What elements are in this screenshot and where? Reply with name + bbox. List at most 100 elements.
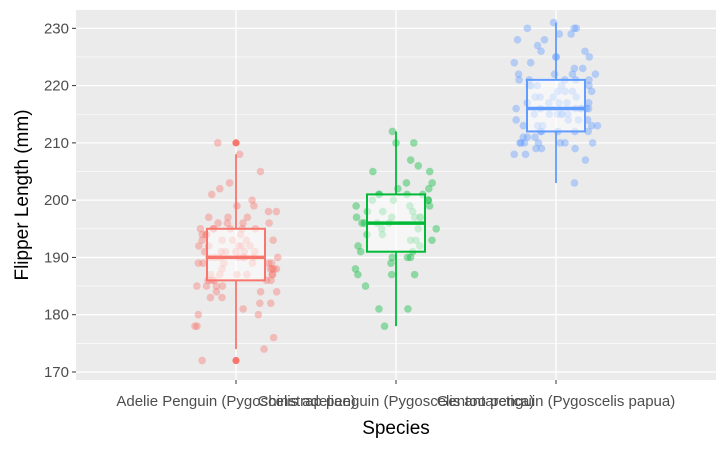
data-point [218,293,226,302]
data-point [410,139,418,147]
data-point [264,259,273,267]
data-point [519,133,528,141]
data-point [356,247,365,256]
x-axis-title: Species [362,418,430,439]
y-tick-label: 220 [44,78,69,95]
data-point [572,24,581,33]
data-point [513,35,522,44]
y-axis-title: Flipper Length (mm) [12,109,33,280]
data-point [196,224,205,233]
data-point [404,305,412,313]
data-point [272,207,281,216]
data-point [533,41,542,50]
data-point [556,139,565,147]
y-tick-label: 190 [44,249,69,266]
data-point [199,259,207,267]
data-point [414,161,423,170]
data-point [193,282,201,290]
data-point [198,230,206,239]
data-point [198,236,206,245]
data-point [233,202,241,210]
data-point [380,322,389,330]
data-point [561,139,569,147]
data-point [212,287,221,296]
data-point [587,87,596,96]
data-point [520,139,529,147]
data-point [428,179,437,187]
data-point [402,179,411,187]
data-point [235,150,244,159]
data-point [510,150,519,159]
data-point [425,202,434,210]
data-point [570,179,579,187]
data-point [193,322,201,330]
data-point [424,196,432,204]
data-point [248,196,256,204]
outlier-point [232,139,240,147]
data-point [588,139,597,147]
data-point [403,253,412,262]
data-point [216,184,224,193]
data-point [194,310,203,319]
data-point [264,207,273,216]
data-point [515,76,523,84]
data-point [266,299,275,308]
data-point [239,305,247,313]
data-point [581,47,589,56]
data-point [265,219,273,227]
data-point [223,219,232,227]
data-point [213,139,222,147]
data-point [239,219,247,227]
data-point [521,150,530,159]
data-point [268,270,277,279]
data-point [510,58,519,67]
data-point [194,259,203,267]
data-point [550,70,559,78]
x-tick-label: Chinstrap penguin (Pygoscelis antarctica… [258,393,535,410]
data-point [532,144,540,153]
data-point [523,24,532,33]
data-point [254,310,263,319]
data-point [428,236,436,245]
data-point [388,253,397,262]
data-point [584,104,593,113]
data-point [269,333,278,342]
data-point [214,219,222,227]
y-tick-label: 210 [44,135,69,152]
data-point [512,116,520,124]
data-point [351,265,360,273]
data-point [204,213,213,222]
data-point [207,190,216,199]
data-point [570,64,579,73]
data-point [531,133,539,141]
data-point [387,259,395,267]
data-point [225,179,234,187]
data-point [202,282,211,290]
y-tick-label: 230 [44,20,69,37]
data-point [410,270,419,279]
data-point [526,58,535,67]
data-point [514,70,523,78]
data-point [369,167,377,176]
data-point [354,242,362,250]
y-tick-label: 200 [44,192,69,209]
data-point [537,144,546,153]
data-point [512,104,520,113]
data-point [243,213,252,222]
data-point [256,287,265,296]
iqr-box [526,78,586,133]
data-point [584,98,593,107]
data-point [406,253,415,262]
data-point [260,345,268,353]
data-point [388,127,397,136]
x-tick-label: Adelie Penguin (Pygoscelis adeliae) [116,393,355,410]
data-point [206,293,215,302]
data-point [191,322,199,330]
data-point [517,139,525,147]
data-point [256,167,265,176]
data-point [361,282,370,290]
data-point [194,242,203,250]
data-point [587,121,596,130]
data-point [425,167,434,176]
